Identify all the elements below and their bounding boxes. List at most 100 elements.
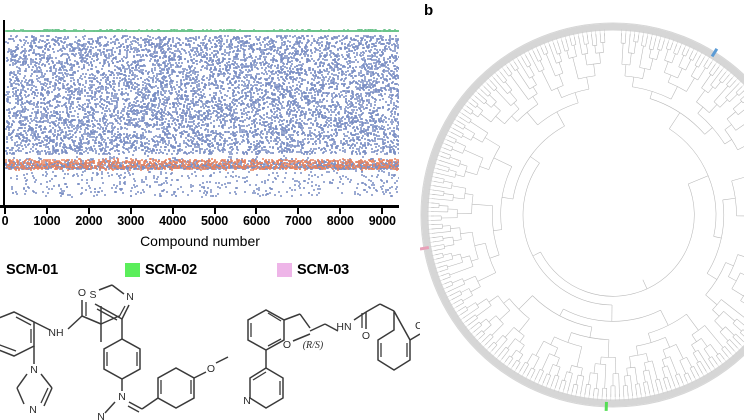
- scatter-point: [18, 66, 21, 69]
- scatter-point: [21, 140, 24, 143]
- scatter-point: [337, 126, 340, 128]
- scatter-point: [155, 38, 158, 41]
- scatter-point: [322, 117, 325, 120]
- scatter-point: [286, 89, 289, 92]
- scatter-point: [73, 144, 76, 147]
- scatter-point: [347, 159, 350, 162]
- scatter-point: [70, 49, 73, 52]
- scatter-point: [227, 71, 230, 74]
- scatter-point: [328, 116, 330, 119]
- scatter-point: [154, 165, 157, 168]
- scatter-point: [29, 150, 32, 153]
- scatter-point: [165, 182, 168, 185]
- scatter-point: [272, 72, 275, 75]
- scatter-point: [290, 86, 293, 89]
- scatter-point: [375, 99, 377, 102]
- scatter-point: [396, 143, 399, 146]
- scatter-point: [140, 55, 143, 58]
- scatter-point: [205, 180, 208, 183]
- scatter-point: [235, 45, 238, 48]
- scatter-point: [268, 141, 271, 144]
- scatter-point: [210, 63, 213, 66]
- scatter-point: [154, 146, 157, 148]
- scatter-point: [72, 46, 75, 49]
- scatter-point: [72, 78, 75, 81]
- scatter-point: [225, 140, 228, 142]
- scatter-point: [256, 100, 259, 103]
- scatter-point: [174, 133, 177, 136]
- scatter-point: [189, 102, 192, 105]
- scatter-point: [255, 87, 258, 90]
- scatter-point: [74, 40, 77, 43]
- scatter-point: [231, 176, 234, 178]
- scatter-point: [389, 49, 392, 52]
- scatter-point: [39, 152, 42, 155]
- scatter-point: [262, 132, 265, 135]
- scatter-point: [262, 63, 265, 66]
- scatter-point: [160, 126, 163, 129]
- scatter-point: [149, 130, 152, 133]
- scatter-point: [143, 137, 146, 140]
- scatter-point: [9, 58, 12, 60]
- scatter-point: [211, 76, 214, 79]
- scatter-point: [340, 41, 343, 44]
- scatter-point: [34, 54, 37, 57]
- scatter-point: [336, 187, 339, 190]
- scatter-point: [199, 126, 202, 129]
- scatter-point: [312, 67, 315, 70]
- scatter-point: [76, 147, 79, 150]
- scatter-point: [219, 65, 222, 67]
- scatter-point: [343, 84, 345, 87]
- scatter-point: [251, 57, 253, 60]
- scatter-point: [256, 43, 259, 46]
- scatter-point: [389, 187, 392, 190]
- scatter-point: [130, 137, 133, 139]
- scatter-point: [369, 144, 372, 147]
- scatter-point: [308, 173, 311, 176]
- scatter-point: [66, 173, 69, 176]
- scatter-point: [87, 121, 90, 124]
- scatter-point: [185, 38, 188, 41]
- scatter-point: [164, 89, 167, 92]
- scatter-point: [41, 190, 44, 193]
- scatter-point: [373, 183, 375, 186]
- scatter-point: [115, 160, 118, 163]
- scatter-point: [215, 80, 218, 83]
- scatter-point: [29, 121, 32, 124]
- scatter-point: [81, 83, 84, 86]
- scatter-point: [330, 85, 333, 88]
- scatter-point: [198, 79, 200, 82]
- scatter-point: [83, 46, 85, 49]
- scatter-point: [150, 152, 153, 155]
- scatter-point: [29, 63, 32, 66]
- scatter-point: [344, 91, 347, 94]
- scatter-point: [255, 184, 257, 187]
- scatter-point: [181, 47, 184, 50]
- scatter-point: [255, 174, 258, 176]
- scatter-point: [214, 194, 217, 197]
- scatter-point: [65, 46, 68, 49]
- scatter-point: [215, 110, 218, 113]
- scatter-point: [41, 150, 44, 153]
- scatter-point: [187, 145, 190, 148]
- scatter-point: [309, 118, 312, 121]
- scatter-point: [335, 172, 338, 175]
- scatter-point: [191, 107, 194, 110]
- scatter-point: [66, 87, 69, 90]
- scatter-point: [324, 105, 327, 108]
- scatter-point: [47, 108, 50, 111]
- scatter-point: [291, 59, 294, 62]
- scatter-point: [95, 171, 98, 174]
- scatter-point: [380, 180, 383, 183]
- scatter-point: [224, 121, 227, 124]
- scatter-point: [325, 171, 328, 174]
- scatter-point: [234, 121, 237, 124]
- scatter-point: [112, 86, 115, 89]
- scatter-point: [147, 148, 150, 150]
- scatter-point: [383, 78, 385, 81]
- scatter-point: [369, 78, 372, 81]
- scatter-point: [189, 78, 192, 81]
- scatter-point: [93, 117, 96, 120]
- scatter-point: [378, 81, 381, 84]
- scatter-point: [202, 94, 205, 97]
